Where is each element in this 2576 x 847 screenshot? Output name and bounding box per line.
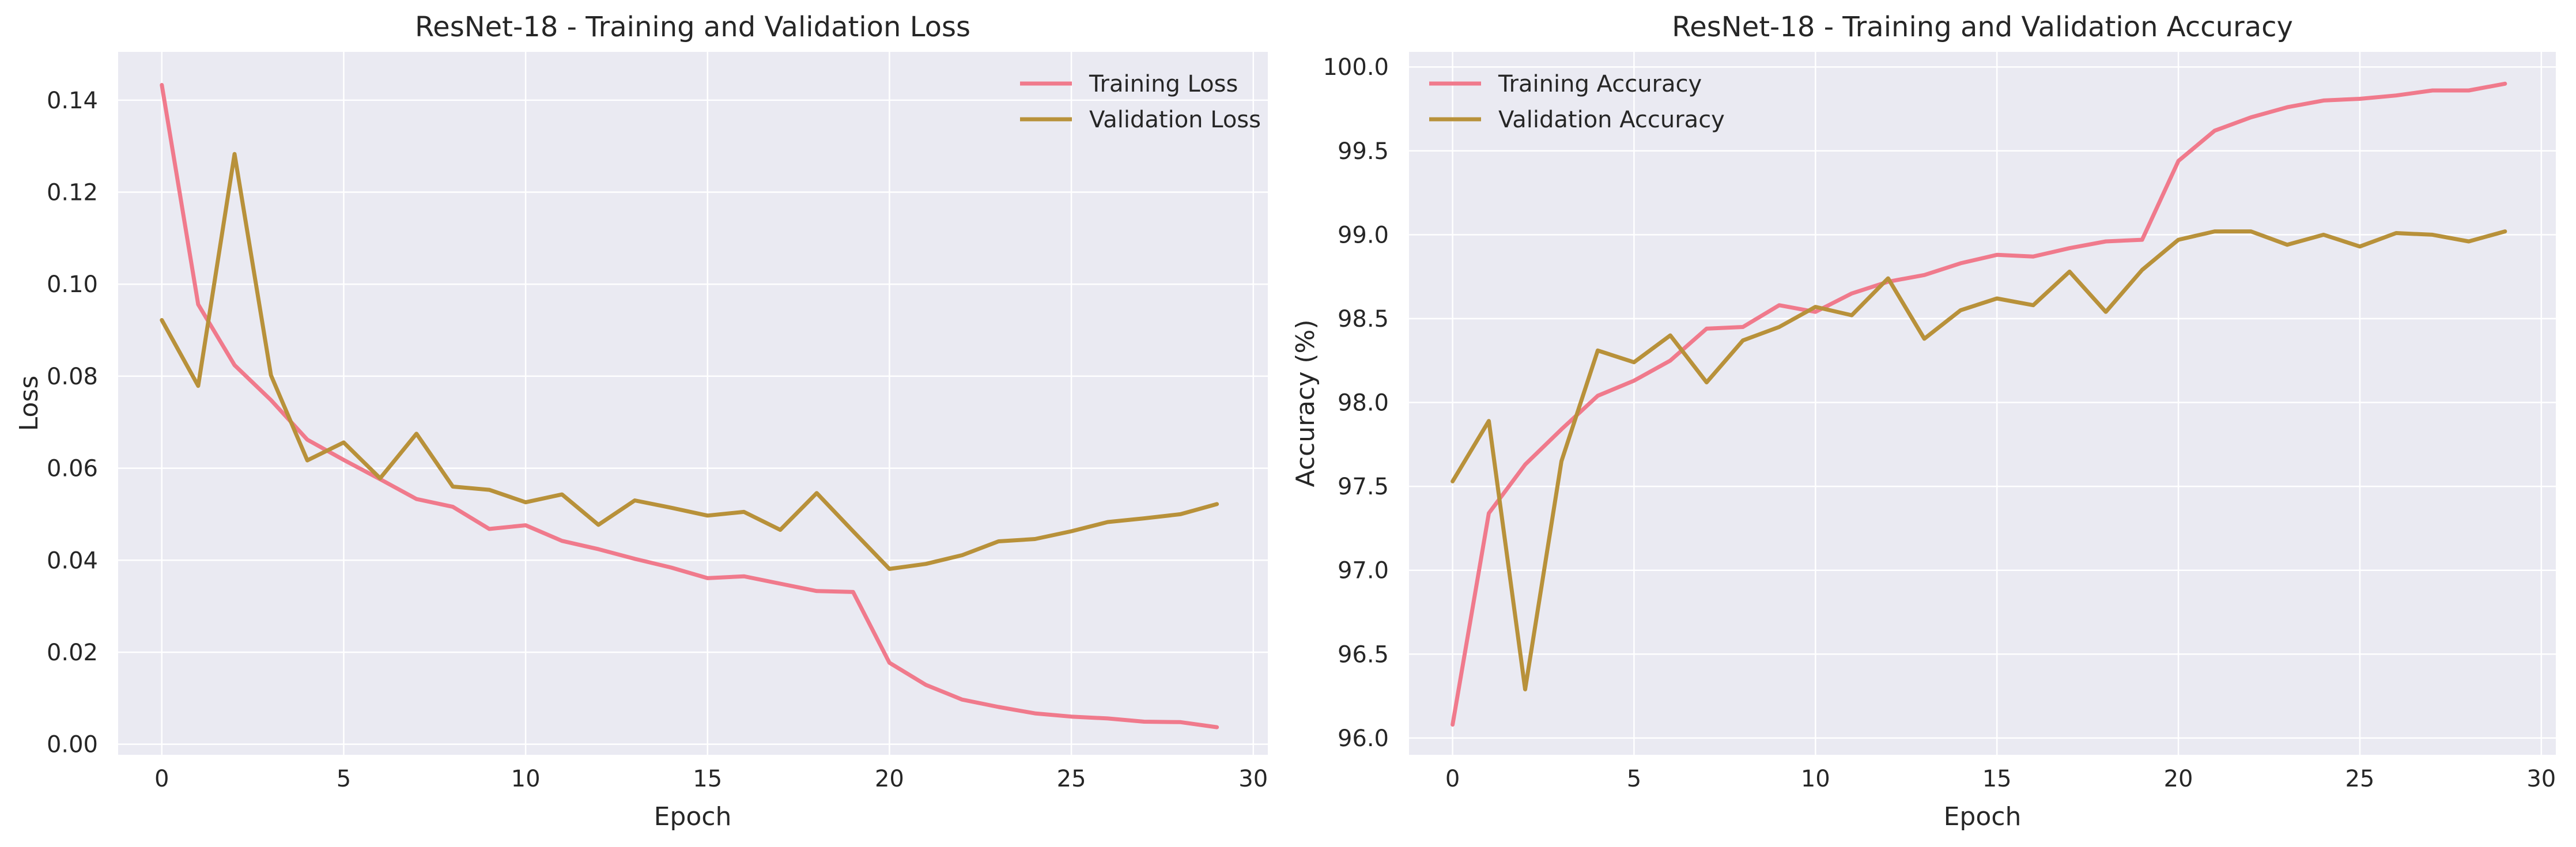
y-tick-label: 0.10	[47, 271, 98, 298]
legend-label-0: Training Loss	[1089, 71, 1238, 97]
accuracy-grid	[1409, 52, 2556, 755]
series-line-0	[160, 83, 1219, 729]
y-tick-label: 97.0	[1338, 558, 1389, 584]
x-tick-label: 10	[511, 766, 541, 792]
x-tick-label: 30	[1238, 766, 1268, 792]
y-tick-label: 99.5	[1338, 138, 1389, 165]
series-line-1	[1451, 229, 2507, 691]
loss-legend: Training Loss Validation Loss	[1020, 71, 1261, 133]
y-tick-label: 0.00	[47, 732, 98, 758]
x-tick-label: 30	[2526, 766, 2556, 792]
loss-grid	[118, 52, 1268, 755]
accuracy-plot-area	[1409, 52, 2556, 755]
loss-chart: 0 5 10 15 20 25 30 0.00 0.02 0.04 0.06 0.08 0.10 0.12…	[14, 11, 1268, 831]
y-tick-label: 0.06	[47, 456, 98, 482]
loss-plot-area	[118, 52, 1268, 755]
loss-y-axis-title: Loss	[14, 376, 44, 432]
y-tick-label: 96.5	[1338, 641, 1389, 668]
x-tick-label: 5	[337, 766, 351, 792]
x-tick-label: 0	[1445, 766, 1460, 792]
loss-chart-title: ResNet-18 - Training and Validation Loss	[415, 11, 970, 43]
x-tick-label: 5	[1627, 766, 1641, 792]
y-tick-label: 96.0	[1338, 725, 1389, 752]
y-tick-label: 98.5	[1338, 306, 1389, 332]
x-tick-label: 20	[875, 766, 904, 792]
accuracy-y-axis-title: Accuracy (%)	[1291, 319, 1320, 487]
x-tick-label: 25	[2345, 766, 2374, 792]
legend-label-1: Validation Loss	[1089, 107, 1261, 133]
y-tick-label: 0.04	[47, 547, 98, 574]
accuracy-x-axis-title: Epoch	[1944, 802, 2022, 831]
y-tick-label: 100.0	[1323, 54, 1389, 81]
x-tick-label: 15	[693, 766, 722, 792]
loss-ticks: 0 5 10 15 20 25 30 0.00 0.02 0.04 0.06 0.08 0.10 0.12…	[47, 88, 1268, 792]
y-tick-label: 0.14	[47, 88, 98, 114]
x-tick-label: 15	[1982, 766, 2012, 792]
accuracy-chart-title: ResNet-18 - Training and Validation Accu…	[1672, 11, 2293, 43]
series-line-1	[160, 152, 1219, 571]
y-tick-label: 97.5	[1338, 474, 1389, 500]
legend-label-1: Validation Accuracy	[1498, 107, 1725, 133]
accuracy-series	[1451, 81, 2507, 727]
y-tick-label: 0.02	[47, 640, 98, 666]
x-tick-label: 20	[2164, 766, 2193, 792]
accuracy-legend: Training Accuracy Validation Accuracy	[1429, 71, 1725, 133]
series-line-0	[1451, 81, 2507, 727]
y-tick-label: 99.0	[1338, 222, 1389, 248]
y-tick-label: 0.12	[47, 180, 98, 206]
loss-x-axis-title: Epoch	[654, 802, 732, 831]
x-tick-label: 10	[1801, 766, 1830, 792]
x-tick-label: 0	[154, 766, 169, 792]
accuracy-ticks: 0 5 10 15 20 25 30 96.0 96.5 97.0 97.5 98.0 98.5 99.0…	[1323, 54, 2556, 792]
legend-label-0: Training Accuracy	[1498, 71, 1702, 97]
y-tick-label: 0.08	[47, 364, 98, 390]
loss-series	[160, 83, 1219, 729]
y-tick-label: 98.0	[1338, 390, 1389, 417]
accuracy-chart: 0 5 10 15 20 25 30 96.0 96.5 97.0 97.5 98.0 98.5 99.0…	[1291, 11, 2556, 831]
x-tick-label: 25	[1057, 766, 1086, 792]
